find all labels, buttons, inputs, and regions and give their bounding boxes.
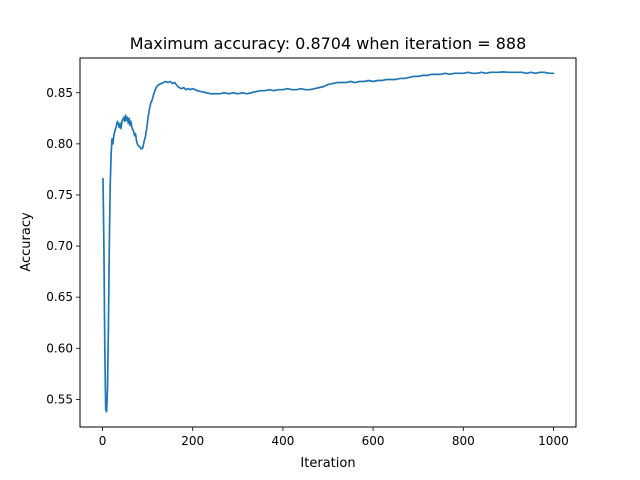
chart-title: Maximum accuracy: 0.8704 when iteration …	[130, 34, 527, 53]
y-tick-label: 0.55	[46, 392, 73, 406]
x-tick-label: 1000	[538, 434, 569, 448]
x-axis-ticks: 0 200 400 600 800 1000	[99, 427, 569, 448]
y-axis-ticks: 0.55 0.60 0.65 0.70 0.75 0.80 0.85	[46, 86, 80, 406]
y-tick-label: 0.80	[46, 137, 73, 151]
y-axis-label: Accuracy	[19, 212, 34, 272]
x-tick-label: 400	[271, 434, 294, 448]
y-tick-label: 0.65	[46, 290, 73, 304]
x-tick-label: 800	[452, 434, 475, 448]
y-tick-label: 0.70	[46, 239, 73, 253]
y-tick-label: 0.85	[46, 86, 73, 100]
y-tick-label: 0.60	[46, 341, 73, 355]
accuracy-series-line	[102, 71, 555, 413]
plot-area-frame	[79, 57, 577, 428]
x-axis-label: Iteration	[300, 456, 355, 471]
x-tick-label: 600	[362, 434, 385, 448]
x-tick-label: 0	[99, 434, 107, 448]
y-tick-label: 0.75	[46, 188, 73, 202]
x-tick-label: 200	[181, 434, 204, 448]
